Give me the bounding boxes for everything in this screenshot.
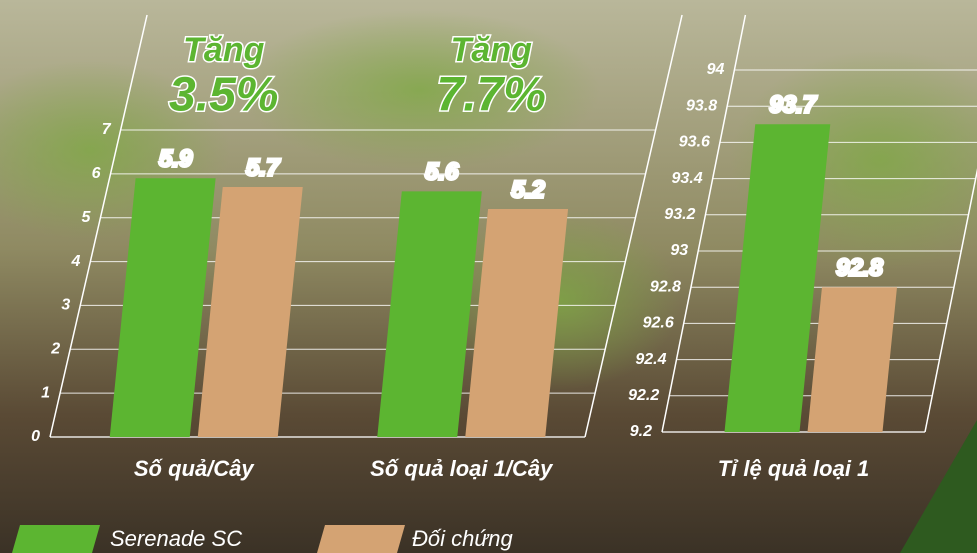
y-tick-label: 93 [670, 242, 688, 259]
annotation-value: 3.5% [169, 69, 278, 122]
y-tick-label: 92.6 [643, 315, 674, 332]
bar [377, 191, 482, 437]
legend-label: Serenade SC [110, 526, 242, 551]
corner-decoration [900, 420, 977, 553]
y-tick-label: 93.8 [686, 97, 717, 114]
y-tick-label: 93.4 [672, 170, 703, 187]
x-tick-label: Số quả/Cây [134, 456, 256, 481]
x-tick-label: Số quả loại 1/Cây [370, 456, 554, 481]
y-tick-label: 92.2 [628, 387, 659, 404]
bg-leaf [240, 10, 600, 170]
y-tick-label: 92.4 [635, 351, 666, 368]
y-tick-label: 7 [102, 121, 112, 138]
bar [807, 287, 897, 432]
data-label: 5.2 [511, 176, 545, 203]
bar [109, 178, 216, 437]
annotation-value: 7.7% [437, 69, 546, 122]
bar [465, 208, 569, 437]
y-tick-label: 92.8 [650, 278, 681, 295]
annotation-title: Tăng [183, 31, 264, 69]
data-label: 5.6 [425, 159, 459, 186]
data-label: 5.9 [159, 146, 193, 173]
y-tick-label: 6 [92, 165, 101, 182]
data-label: 5.7 [246, 154, 281, 181]
frame-line [584, 14, 683, 438]
frame-line [661, 14, 747, 433]
data-label: 92.8 [836, 255, 883, 282]
data-label: 93.7 [769, 92, 817, 119]
y-tick-label: 1 [41, 384, 50, 401]
y-tick-label: 93.2 [664, 206, 695, 223]
y-tick-label: 9.2 [630, 423, 652, 440]
x-tick-label: Tỉ lệ quả loại 1 [718, 456, 870, 481]
legend-swatch [317, 525, 405, 553]
y-tick-label: 5 [82, 209, 92, 226]
y-tick-label: 4 [70, 253, 80, 270]
legend-swatch [12, 525, 100, 553]
y-tick-label: 94 [707, 61, 725, 78]
annotation-title: Tăng [451, 31, 532, 69]
y-tick-label: 3 [61, 297, 70, 314]
y-tick-label: 93.6 [679, 134, 710, 151]
y-tick-label: 0 [31, 428, 40, 445]
frame-line [924, 168, 977, 433]
legend-label: Đối chứng [412, 526, 514, 551]
frame-line [49, 14, 148, 438]
bar [724, 124, 831, 433]
y-tick-label: 2 [50, 341, 60, 358]
bar [197, 187, 303, 437]
